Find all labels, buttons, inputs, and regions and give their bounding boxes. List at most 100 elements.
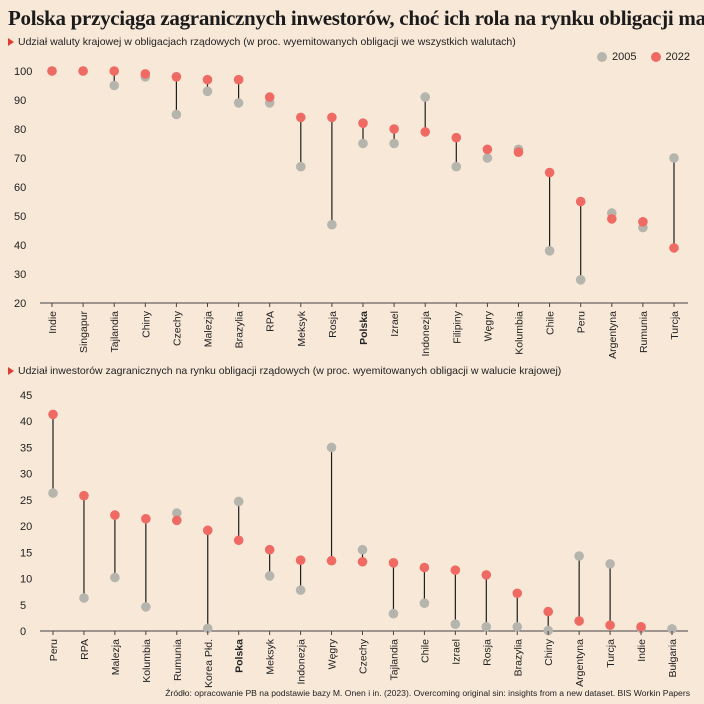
chart1-point-2005 <box>544 246 555 256</box>
chart1-category-label: Kolumbia <box>514 311 526 355</box>
chart2-category-label: Chiny <box>543 638 555 666</box>
source-note: Źródło: opracowanie PB na podstawie bazy… <box>165 688 690 698</box>
chart1-category-label: Tajlandia <box>109 311 121 353</box>
chart1-point-2022 <box>78 66 88 76</box>
chart2-y-tick-label: 30 <box>20 469 32 481</box>
chart2-point-2022 <box>141 513 151 524</box>
chart2-category-label: Rumunia <box>172 639 184 681</box>
chart1-y-tick-label: 50 <box>14 211 26 223</box>
chart2-point-2022 <box>357 556 368 567</box>
chart2-point-2005 <box>110 572 120 583</box>
chart1-point-2005 <box>575 275 586 285</box>
chart-title: Polska przyciąga zagranicznych inwestoró… <box>8 6 704 30</box>
chart1-category-label: Rosja <box>327 311 339 338</box>
chart2-category-label: Turcja <box>605 639 617 668</box>
chart1-point-2022 <box>327 112 337 123</box>
chart1-point-2022 <box>358 118 368 128</box>
chart2-y-tick-label: 20 <box>20 521 32 533</box>
chart1-point-2005 <box>389 138 399 149</box>
chart2-point-2022 <box>233 535 244 546</box>
chart2-point-2022 <box>48 409 58 420</box>
chart2-point-2022 <box>295 555 306 565</box>
legend-2022-swatch <box>650 52 661 62</box>
chart2-point-2005 <box>419 598 430 609</box>
chart2-point-2005 <box>450 619 461 629</box>
chart1-y-tick-label: 40 <box>14 240 26 252</box>
chart1-point-2005 <box>202 86 213 97</box>
chart2-point-2022 <box>574 616 584 626</box>
chart1-point-2022 <box>109 66 119 76</box>
chart1-point-2005 <box>296 161 306 172</box>
chart2-category-label: Węgry <box>327 638 339 669</box>
chart2-point-2022 <box>419 562 430 573</box>
chart1-point-2005 <box>109 80 119 91</box>
chart1-category-label: Indonezja <box>420 311 432 357</box>
chart2-point-2005 <box>48 488 58 498</box>
chart2-category-label: Malezja <box>110 639 122 675</box>
chart2-point-2022 <box>172 515 182 526</box>
chart1-point-2005 <box>233 98 244 108</box>
chart2-category-label: Meksyk <box>265 638 277 674</box>
chart2-point-2022 <box>512 588 523 599</box>
chart1-point-2005 <box>171 109 182 120</box>
chart1-category-label: Meksyk <box>296 310 308 346</box>
chart1-y-tick-label: 20 <box>14 298 26 310</box>
chart1-point-2022 <box>451 132 462 143</box>
chart2-category-label: Chile <box>419 639 431 663</box>
chart2-point-2022 <box>636 622 646 632</box>
chart2-point-2005 <box>667 624 677 634</box>
chart2-point-2022 <box>481 570 492 580</box>
chart2-point-2005 <box>233 496 244 507</box>
chart1-point-2022 <box>607 214 617 224</box>
chart2-y-tick-label: 10 <box>20 574 32 586</box>
chart1-category-label: Izrael <box>389 311 401 337</box>
chart2-point-2022 <box>450 565 461 575</box>
chart2-category-label: Polska <box>234 639 246 673</box>
triangle-bullet-icon <box>8 367 14 375</box>
chart2-y-tick-label: 15 <box>20 547 32 559</box>
legend-item-2005: 2005 <box>597 51 637 63</box>
chart2-point-2005 <box>357 544 368 555</box>
chart2-y-tick-label: 0 <box>20 626 26 638</box>
chart2-category-label: Tajlandia <box>388 639 400 681</box>
chart2-point-2005 <box>574 551 584 561</box>
chart1-category-label: Polska <box>358 311 370 345</box>
chart1-point-2022 <box>140 69 151 79</box>
chart1-category-label: Indie <box>47 311 59 334</box>
chart1-point-2005 <box>327 219 337 230</box>
chart1-y-tick-label: 90 <box>14 95 26 107</box>
chart2-category-label: Peru <box>48 639 60 661</box>
chart1-point-2022 <box>296 112 306 123</box>
chart2-point-2022 <box>543 606 553 617</box>
legend-2005-swatch <box>597 52 608 62</box>
chart2-y-tick-label: 40 <box>20 416 32 428</box>
chart2-point-2005 <box>172 508 182 518</box>
chart2-point-2005 <box>605 559 615 569</box>
chart1-subtitle: Udział waluty krajowej w obligacjach rzą… <box>8 36 516 48</box>
chart2-category-label: Kolumbia <box>141 639 153 683</box>
chart1-point-2005 <box>451 161 462 172</box>
chart1-subtitle-text: Udział waluty krajowej w obligacjach rzą… <box>18 36 516 48</box>
chart1-y-tick-label: 80 <box>14 124 26 136</box>
chart2-point-2022 <box>79 490 89 501</box>
chart1-point-2022 <box>264 92 275 102</box>
triangle-bullet-icon <box>8 38 14 46</box>
chart2-category-label: Argentyna <box>574 639 586 687</box>
chart2-point-2022 <box>264 544 275 555</box>
chart2-point-2005 <box>481 622 492 632</box>
chart2-y-tick-label: 5 <box>20 600 26 612</box>
chart2-point-2005 <box>543 625 553 636</box>
chart1-category-label: Filipiny <box>451 310 463 343</box>
chart1-category-label: Chile <box>545 311 557 335</box>
chart2-category-label: Brazylia <box>512 639 524 677</box>
chart1-point-2022 <box>420 127 431 137</box>
chart1-point-2022 <box>669 243 679 253</box>
chart2-point-2005 <box>512 622 523 632</box>
chart2-point-2005 <box>388 608 399 619</box>
chart1-category-label: Malezja <box>203 311 215 347</box>
chart2-point-2005 <box>326 442 337 453</box>
chart2-point-2005 <box>202 623 213 634</box>
chart1-category-label: Singapur <box>78 310 90 353</box>
chart2-point-2005 <box>79 593 89 603</box>
